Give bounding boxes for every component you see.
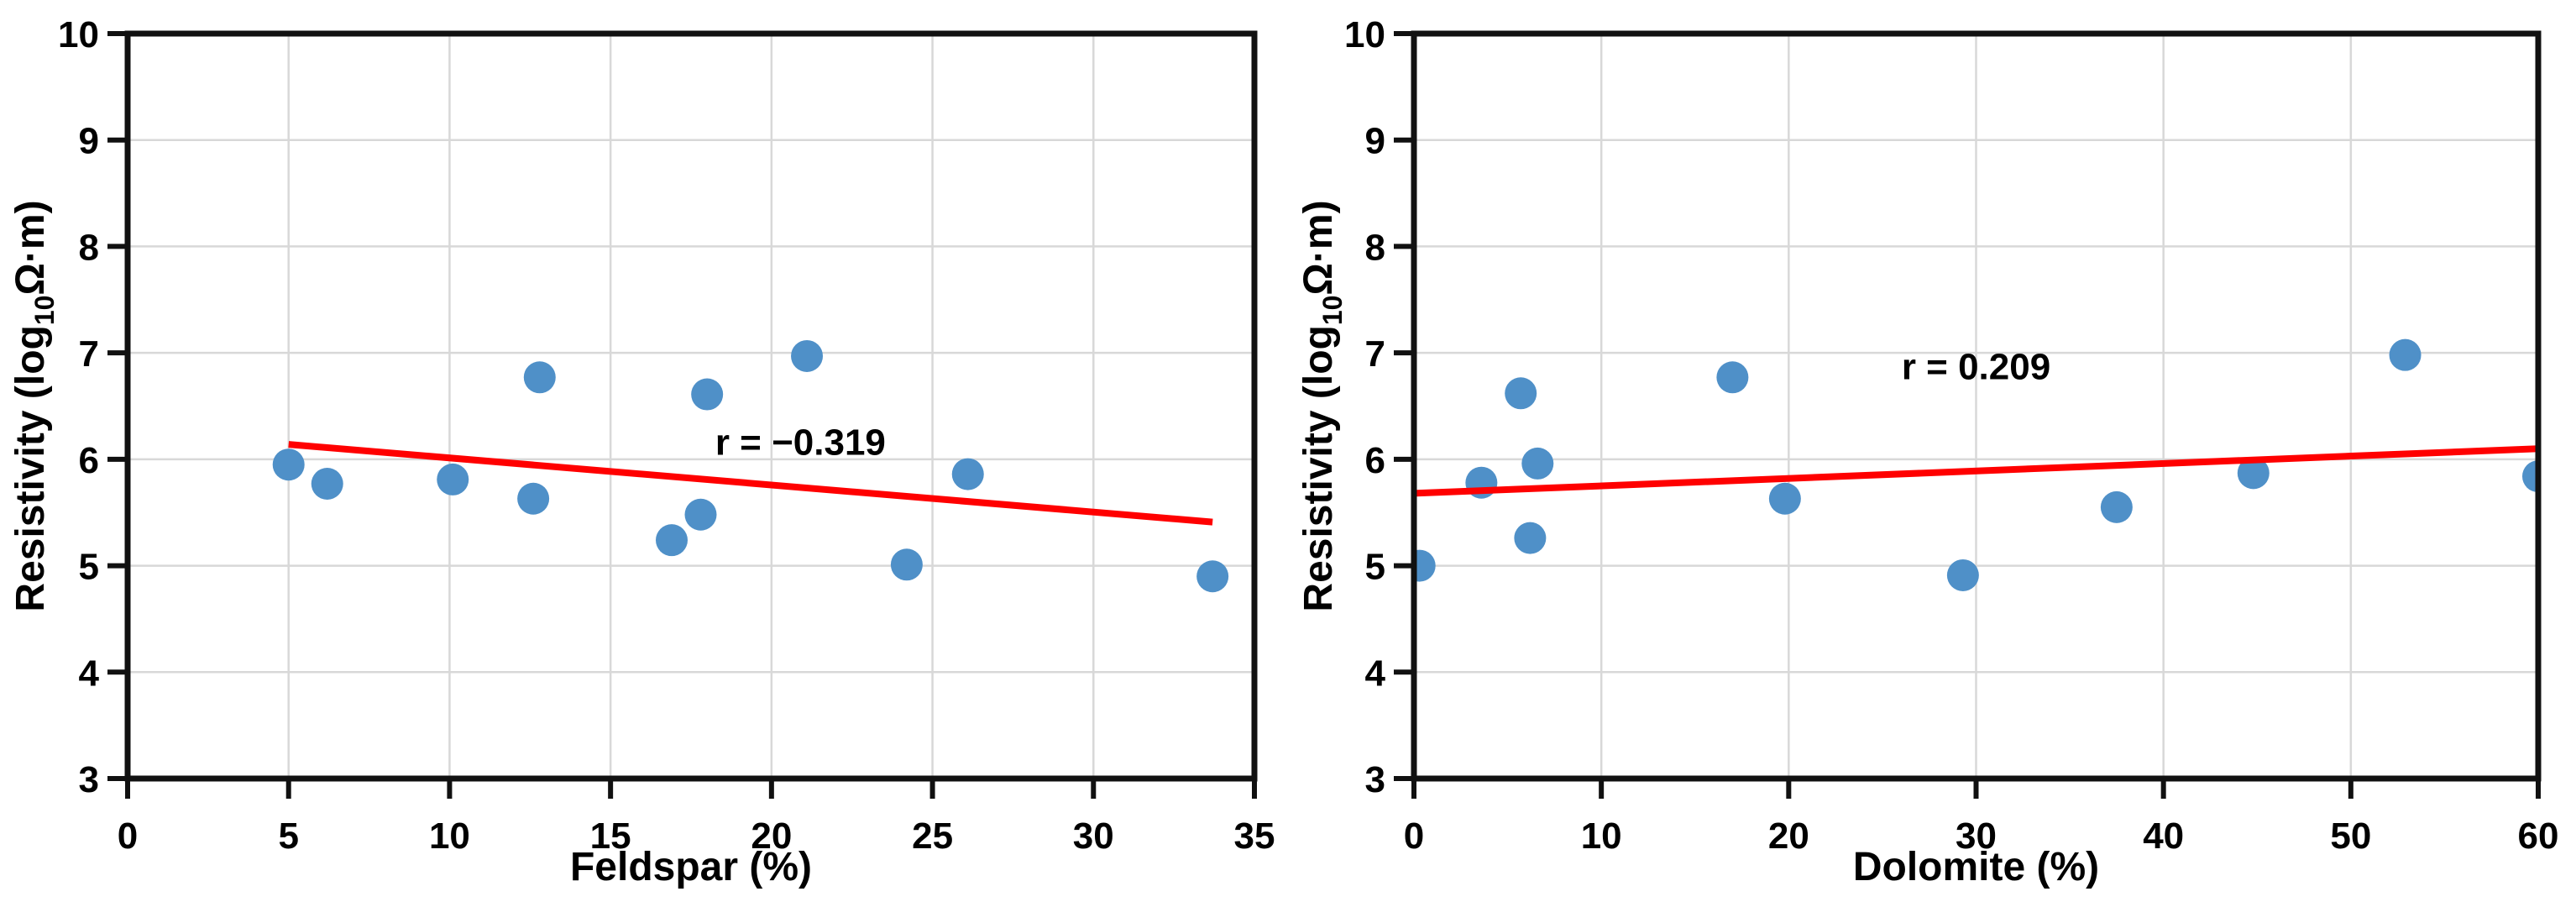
plot-frame [1411, 30, 2542, 782]
x-tick-label: 20 [751, 815, 792, 857]
x-tick-label: 50 [2330, 815, 2371, 857]
plot-frame [124, 30, 1258, 782]
chart-background [0, 0, 1288, 902]
data-point [523, 361, 556, 394]
y-tick-label: 3 [79, 759, 99, 800]
data-point [1414, 549, 1436, 582]
y-tick-label: 3 [1365, 759, 1385, 800]
dolomite-panel: r = 0.209 0 10 20 30 40 50 60 3 4 5 6 7 8 9 10 Dolomite … [1288, 0, 2576, 902]
data-point [655, 524, 688, 557]
correlation-label: r = −0.319 [715, 422, 886, 463]
x-tick-label: 0 [118, 815, 138, 857]
plot-area [272, 339, 1229, 593]
data-point [2389, 338, 2422, 371]
x-tick-label: 10 [1581, 815, 1622, 857]
y-tick-label: 7 [1365, 333, 1385, 375]
y-tick-label: 4 [1365, 653, 1386, 694]
x-tick-label: 40 [2143, 815, 2184, 857]
data-point [1768, 482, 1801, 515]
chart-background [1288, 0, 2576, 902]
y-tick-label: 6 [79, 440, 99, 481]
data-point [684, 498, 717, 531]
data-point [2237, 457, 2270, 490]
x-tick-label: 20 [1768, 815, 1809, 857]
data-point [890, 548, 923, 581]
y-tick-label: 9 [79, 121, 99, 162]
x-tick-label: 0 [1404, 815, 1424, 857]
data-point [1505, 377, 1537, 410]
y-axis-title: Resistivity (log10Ω·m) [1296, 200, 1348, 611]
data-point [2100, 490, 2133, 523]
data-point [311, 468, 343, 501]
y-tick-label: 4 [79, 653, 100, 694]
x-axis-title: Dolomite (%) [1853, 845, 2099, 889]
x-tick-label: 10 [429, 815, 470, 857]
dolomite-scatter-chart: r = 0.209 0 10 20 30 40 50 60 3 4 5 6 7 8 9 10 Dolomite … [1288, 0, 2576, 902]
data-point [951, 458, 984, 490]
y-tick-label: 5 [1365, 547, 1385, 588]
x-tick-label: 35 [1234, 815, 1275, 857]
feldspar-panel: r = −0.319 0 5 10 15 20 25 30 35 3 4 5 6 7 8 9 10 Feldspa… [0, 0, 1288, 902]
data-point [791, 339, 824, 372]
x-tick-label: 5 [278, 815, 298, 857]
x-tick-label: 15 [590, 815, 631, 857]
trend-line [288, 441, 1213, 526]
x-tick-label: 30 [1073, 815, 1114, 857]
plot-area [1414, 338, 2538, 591]
x-tick-label: 60 [2518, 815, 2559, 857]
correlation-label: r = 0.209 [1902, 346, 2050, 387]
y-axis-title: Resistivity (log10Ω·m) [8, 200, 60, 611]
data-point [2522, 460, 2538, 493]
feldspar-scatter-chart: r = −0.319 0 5 10 15 20 25 30 35 3 4 5 6 7 8 9 10 Feldspa… [0, 0, 1288, 902]
y-tick-label: 7 [79, 333, 99, 375]
data-point [691, 378, 724, 411]
data-point [437, 463, 469, 496]
y-tick-label: 10 [1344, 14, 1385, 55]
y-tick-label: 6 [1365, 440, 1385, 481]
x-axis-title: Feldspar (%) [570, 845, 812, 889]
y-tick-label: 9 [1365, 121, 1385, 162]
x-tick-label: 30 [1956, 815, 1997, 857]
trend-line [1414, 445, 2538, 497]
y-tick-label: 8 [79, 227, 99, 268]
data-point [1521, 447, 1554, 480]
data-point [517, 482, 550, 515]
data-point [1946, 559, 1979, 591]
data-point [1716, 361, 1749, 394]
y-tick-label: 10 [58, 14, 99, 55]
data-point [272, 448, 305, 481]
x-tick-label: 25 [912, 815, 953, 857]
data-point [1196, 560, 1229, 593]
y-tick-label: 5 [79, 547, 99, 588]
data-point [1514, 522, 1547, 554]
y-tick-label: 8 [1365, 227, 1385, 268]
